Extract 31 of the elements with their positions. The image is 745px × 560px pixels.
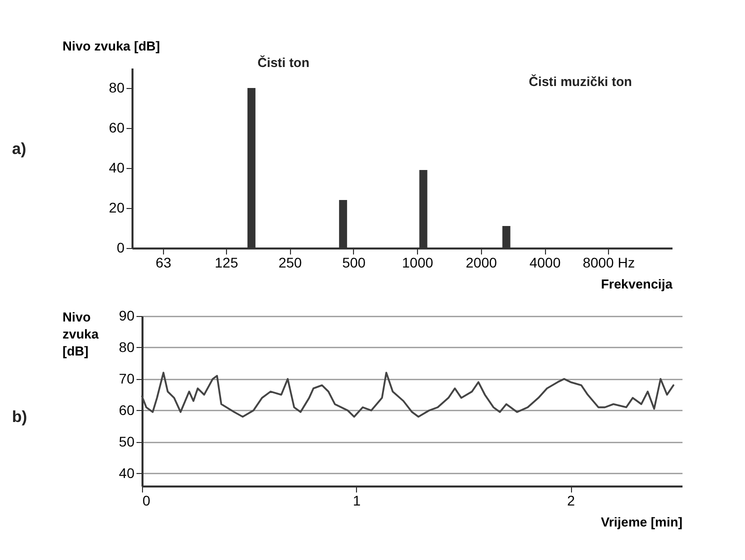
y-tick-label: 70: [118, 370, 135, 386]
y-tick-label: 60: [118, 402, 135, 418]
x-tick-label: 4000: [529, 254, 561, 270]
y-axis-title: Nivo zvuka [dB]: [62, 38, 160, 54]
x-tick-label: 2: [567, 492, 576, 508]
x-tick-label: 0: [142, 492, 150, 508]
y-tick-label: 80: [108, 80, 125, 96]
y-tick-label: 0: [116, 240, 125, 256]
x-tick-label: 63: [156, 254, 172, 270]
y-tick-label: 60: [108, 120, 125, 136]
annotation: Čisti muzički ton: [528, 74, 632, 89]
x-axis-title: Vrijeme [min]: [600, 514, 682, 530]
x-tick-label: 1: [352, 492, 361, 508]
x-tick-label: 2000: [466, 254, 498, 270]
x-axis-title: Frekvencija: [600, 276, 674, 292]
x-tick-label: 1000: [402, 254, 434, 270]
line-series: [141, 372, 674, 418]
y-tick-label: 80: [118, 338, 135, 355]
y-tick-label: 40: [118, 464, 135, 481]
text: b): [11, 409, 28, 427]
y-tick-label: 90: [118, 308, 135, 324]
x-tick-label: 250: [278, 254, 302, 270]
y-axis-title: Nivo zvuka [dB]: [62, 310, 100, 358]
x-tick-label: 8000 Hz: [582, 254, 635, 270]
x-tick-label: 500: [342, 254, 366, 270]
y-tick-label: 50: [118, 433, 135, 450]
text: a): [11, 140, 28, 158]
y-tick-label: 20: [108, 200, 125, 216]
annotation: Čisti ton: [257, 55, 310, 70]
x-tick-label: 125: [214, 254, 238, 270]
y-tick-label: 40: [108, 160, 125, 176]
